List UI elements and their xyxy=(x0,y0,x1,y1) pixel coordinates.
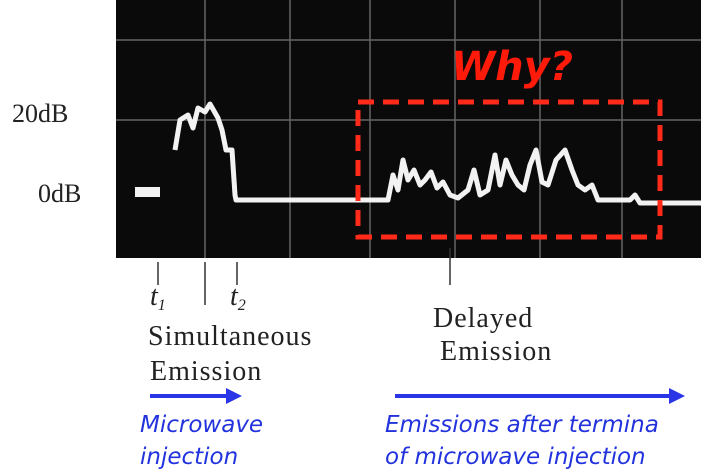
scope-screen xyxy=(116,0,701,258)
question: Why? xyxy=(451,44,573,90)
annotation: Emissions after termina xyxy=(385,412,659,438)
caption: Simultaneous xyxy=(148,321,312,352)
annotation: Microwave xyxy=(140,412,263,438)
slide: 20dB 0dB Why? t1 t2 Simultaneous Emissio… xyxy=(0,0,701,476)
annotation: of microwave injection xyxy=(385,444,646,470)
level-label: 0dB xyxy=(38,179,81,208)
caption: Delayed xyxy=(433,303,533,334)
trace-block xyxy=(135,187,160,197)
caption: Emission xyxy=(440,336,552,367)
annotation: injection xyxy=(140,444,238,470)
marker-sub: 2 xyxy=(238,297,246,314)
marker-sub: 1 xyxy=(158,297,166,314)
caption: Emission xyxy=(150,356,262,387)
level-label: 20dB xyxy=(12,99,68,128)
